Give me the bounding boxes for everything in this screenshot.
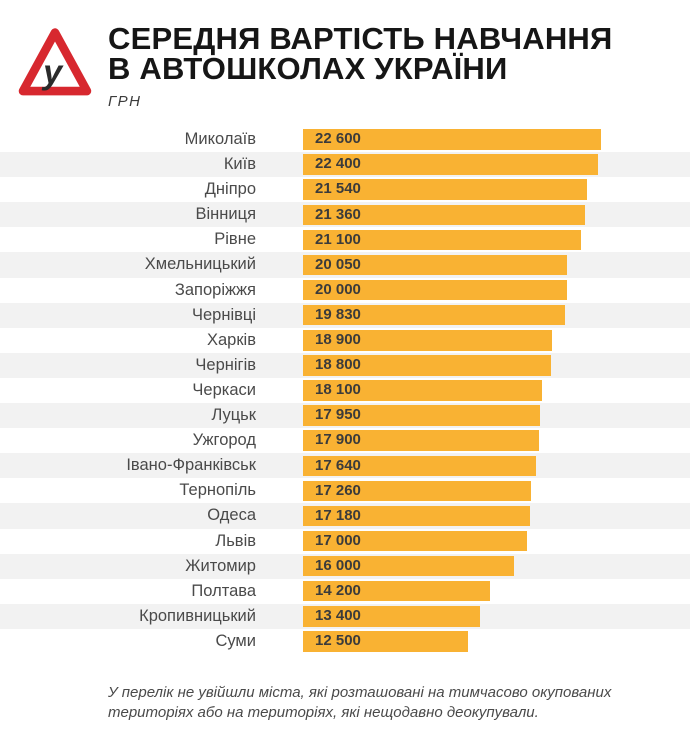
value-bar: 14 200 [303, 580, 491, 602]
city-label: Полтава [191, 581, 256, 600]
page-title-line-2: В АВТОШКОЛАХ УКРАЇНИ [108, 51, 508, 86]
chart-row: Хмельницький 20 050 [0, 252, 690, 278]
city-label: Харків [206, 330, 256, 349]
value-bar: 21 100 [303, 229, 582, 251]
chart-row: Луцьк 17 950 [0, 403, 690, 429]
value-bar: 20 000 [303, 279, 567, 301]
city-label: Одеса [207, 506, 256, 525]
bar-value-label: 19 830 [315, 305, 361, 323]
value-bar: 21 540 [303, 179, 587, 200]
city-label: Рівне [214, 230, 256, 249]
value-bar: 17 260 [303, 480, 531, 502]
header: СЕРЕДНЯ ВАРТІСТЬ НАВЧАННЯ В АВТОШКОЛАХ У… [108, 21, 678, 110]
city-label: Луцьк [211, 406, 256, 425]
city-label: Вінниця [195, 205, 257, 224]
chart-row: Полтава 14 200 [0, 579, 690, 604]
chart-row: Дніпро 21 540 [0, 177, 690, 202]
value-bar: 18 100 [303, 380, 542, 401]
city-label: Суми [215, 631, 256, 650]
chart-row: Харків 18 900 [0, 328, 690, 353]
city-label: Тернопіль [179, 481, 256, 500]
value-bar: 22 600 [303, 129, 601, 150]
chart-row: Чернігів 18 800 [0, 352, 690, 378]
bar-value-label: 17 260 [315, 481, 361, 499]
bar-value-label: 17 180 [315, 506, 361, 524]
bar-value-label: 22 400 [315, 155, 361, 173]
bar-value-label: 14 200 [315, 581, 361, 599]
chart-row: Рівне 21 100 [0, 227, 690, 252]
city-label: Запоріжжя [174, 280, 256, 299]
bar-value-label: 17 900 [315, 431, 361, 449]
bar-value-label: 17 950 [315, 406, 361, 424]
city-label: Дніпро [204, 180, 256, 199]
chart-row: Запоріжжя 20 000 [0, 278, 690, 303]
chart-row: Львів 17 000 [0, 529, 690, 554]
footer-note: У перелік не увійшли міста, які розташов… [108, 684, 612, 722]
bar-value-label: 20 050 [315, 255, 361, 273]
value-bar: 17 900 [303, 430, 539, 451]
chart-row: Одеса 17 180 [0, 503, 690, 529]
chart-row: Чернівці 19 830 [0, 302, 690, 328]
city-label: Київ [223, 155, 256, 174]
bar-value-label: 16 000 [315, 556, 361, 574]
city-label: Житомир [185, 556, 256, 575]
bar-value-label: 21 100 [315, 230, 361, 248]
value-bar: 22 400 [303, 154, 599, 175]
value-bar: 19 830 [303, 304, 565, 326]
bar-chart: Миколаїв 22 600 Київ 22 400 Дніпро 21 540 Вінн… [0, 127, 690, 654]
bar-value-label: 21 360 [315, 205, 361, 223]
value-bar: 16 000 [303, 555, 514, 577]
currency-unit-label: ГРН [108, 93, 142, 110]
bar-value-label: 12 500 [315, 632, 361, 650]
value-bar: 17 640 [303, 455, 536, 477]
value-bar: 20 050 [303, 254, 568, 276]
chart-row: Черкаси 18 100 [0, 378, 690, 403]
city-label: Івано-Франківськ [126, 456, 256, 475]
value-bar: 21 360 [303, 204, 585, 226]
city-label: Кропивницький [139, 606, 256, 625]
city-label: Чернівці [191, 305, 256, 324]
bar-value-label: 20 000 [315, 280, 361, 298]
city-label: Ужгород [192, 431, 256, 450]
bar-value-label: 17 640 [315, 456, 361, 474]
value-bar: 17 180 [303, 505, 530, 527]
value-bar: 13 400 [303, 606, 480, 627]
bar-value-label: 18 900 [315, 331, 361, 349]
chart-row: Київ 22 400 [0, 152, 690, 178]
chart-row: Миколаїв 22 600 [0, 127, 690, 152]
value-bar: 17 000 [303, 530, 528, 552]
chart-row: Ужгород 17 900 [0, 428, 690, 453]
chart-row: Житомир 16 000 [0, 553, 690, 579]
chart-row: Кропивницький 13 400 [0, 603, 690, 629]
city-label: Черкаси [192, 380, 256, 399]
bar-value-label: 21 540 [315, 180, 361, 198]
bar-value-label: 18 800 [315, 356, 361, 374]
city-label: Чернігів [195, 355, 256, 374]
chart-row: Вінниця 21 360 [0, 202, 690, 228]
learner-sign-icon: у [18, 28, 92, 96]
city-label: Львів [215, 531, 256, 550]
value-bar: 17 950 [303, 405, 540, 426]
logo-letter: у [41, 53, 64, 91]
city-label: Хмельницький [144, 255, 256, 274]
city-label: Миколаїв [184, 130, 256, 148]
bar-value-label: 18 100 [315, 381, 361, 399]
chart-row: Івано-Франківськ 17 640 [0, 453, 690, 479]
chart-row: Тернопіль 17 260 [0, 478, 690, 503]
bar-value-label: 22 600 [315, 130, 361, 148]
value-bar: 18 900 [303, 330, 553, 351]
chart-row: Суми 12 500 [0, 629, 690, 654]
page-title-line-1: СЕРЕДНЯ ВАРТІСТЬ НАВЧАННЯ [108, 21, 613, 56]
bar-value-label: 13 400 [315, 607, 361, 625]
value-bar: 18 800 [303, 355, 551, 376]
bar-value-label: 17 000 [315, 531, 361, 549]
value-bar: 12 500 [303, 631, 468, 652]
